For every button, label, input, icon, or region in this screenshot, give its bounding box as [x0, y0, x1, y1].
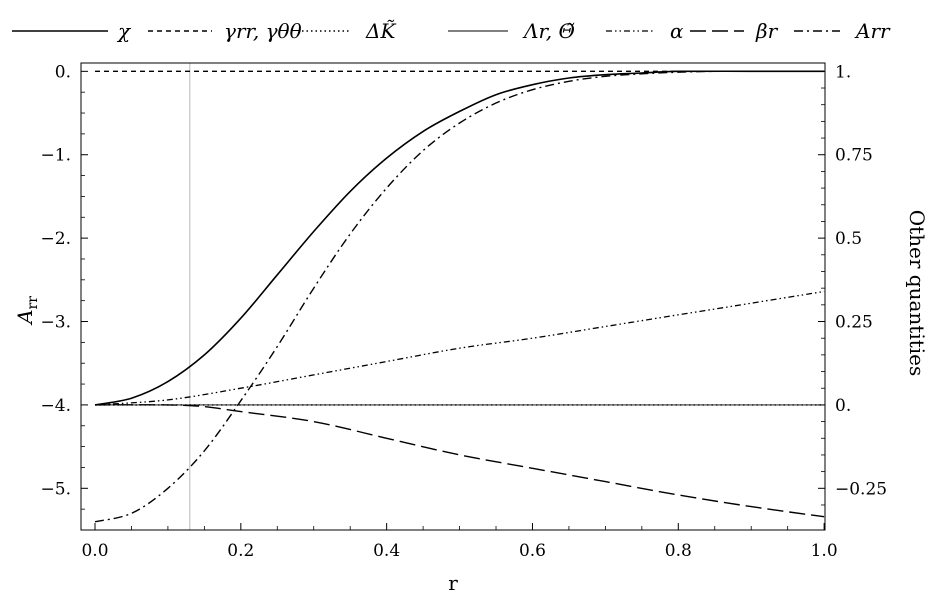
series-layer — [94, 70, 825, 523]
legend-label-5: βr — [755, 19, 779, 43]
y-right-tick-label: 0. — [835, 396, 851, 416]
x-tick-label: 0.2 — [227, 541, 254, 561]
y-right-tick-label: 0.25 — [835, 313, 873, 333]
y-left-tick-label: −3. — [41, 313, 71, 333]
x-tick-label: 0.4 — [373, 541, 400, 561]
legend-label-0: χ — [116, 19, 132, 43]
y-left-tick-label: −1. — [41, 146, 71, 166]
x-tick-label: 0.8 — [665, 541, 692, 561]
y-axis-label-left: Arr — [13, 296, 41, 326]
y-right-tick-label: 0.75 — [835, 146, 873, 166]
y-left-tick-label: −4. — [41, 396, 71, 416]
y-left-tick-label: 0. — [55, 62, 71, 82]
series-line-0 — [94, 70, 825, 406]
y-left-tick-label: −5. — [41, 479, 71, 499]
legend-label-3: Λr, Θ̃ — [522, 19, 575, 43]
series-line-5 — [94, 404, 825, 518]
legend-label-2: ΔK̃ — [365, 19, 396, 43]
y-right-tick-label: −0.25 — [835, 479, 887, 499]
y-left-tick-label: −2. — [41, 229, 71, 249]
x-tick-label: 1.0 — [811, 541, 838, 561]
series-line-4 — [94, 290, 825, 406]
legend-label-4: α — [670, 19, 684, 43]
y-right-tick-label: 1. — [835, 62, 851, 82]
legend: χ γrr, γθθ ΔK̃ Λr, Θ̃ α βr Arr — [12, 19, 891, 43]
x-tick-label: 0.6 — [519, 541, 546, 561]
y-right-tick-label: 0.5 — [835, 229, 862, 249]
x-tick-label: 0.0 — [81, 541, 108, 561]
legend-label-1: γrr, γθθ — [224, 19, 302, 43]
legend-label-6: Arr — [854, 19, 891, 43]
series-line-6 — [94, 70, 825, 523]
svg-text:Arr: Arr — [13, 296, 41, 326]
y-axis-label-right: Other quantities — [905, 210, 929, 377]
x-axis-label: r — [448, 571, 458, 595]
plot-frame — [80, 62, 826, 531]
